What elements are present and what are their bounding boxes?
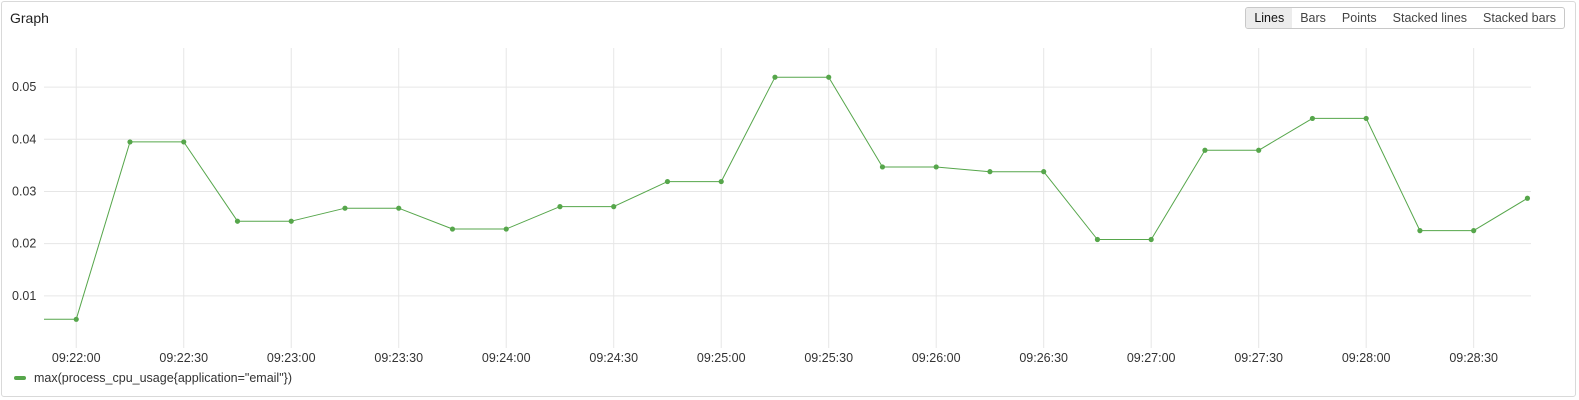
legend-swatch — [14, 376, 26, 380]
data-point — [1525, 196, 1530, 201]
data-point — [1364, 116, 1369, 121]
y-tick-label: 0.01 — [12, 289, 36, 303]
data-point — [1310, 116, 1315, 121]
data-point — [504, 226, 509, 231]
x-tick-label: 09:22:00 — [52, 351, 101, 365]
legend[interactable]: max(process_cpu_usage{application="email… — [14, 371, 292, 385]
data-point — [342, 206, 347, 211]
data-point — [1417, 228, 1422, 233]
data-point — [127, 139, 132, 144]
x-tick-label: 09:24:00 — [482, 351, 531, 365]
data-point — [719, 179, 724, 184]
data-point — [557, 204, 562, 209]
x-tick-label: 09:28:00 — [1342, 351, 1391, 365]
data-point — [880, 164, 885, 169]
data-point — [1202, 148, 1207, 153]
y-tick-label: 0.04 — [12, 132, 36, 146]
data-point — [74, 317, 79, 322]
data-point — [1041, 169, 1046, 174]
data-point — [826, 75, 831, 80]
data-point — [934, 164, 939, 169]
data-point — [1256, 148, 1261, 153]
data-point — [1471, 228, 1476, 233]
data-point — [450, 226, 455, 231]
data-point — [289, 219, 294, 224]
x-tick-label: 09:26:30 — [1019, 351, 1068, 365]
y-tick-label: 0.02 — [12, 237, 36, 251]
x-tick-label: 09:27:00 — [1127, 351, 1176, 365]
x-tick-label: 09:23:00 — [267, 351, 316, 365]
data-point — [772, 75, 777, 80]
data-point — [396, 206, 401, 211]
data-point — [235, 219, 240, 224]
y-tick-label: 0.03 — [12, 184, 36, 198]
x-tick-label: 09:27:30 — [1234, 351, 1283, 365]
x-tick-label: 09:22:30 — [159, 351, 208, 365]
data-point — [1149, 237, 1154, 242]
data-point — [611, 204, 616, 209]
series-line — [44, 77, 1527, 319]
x-tick-label: 09:23:30 — [374, 351, 423, 365]
x-tick-label: 09:24:30 — [589, 351, 638, 365]
x-tick-label: 09:28:30 — [1449, 351, 1498, 365]
data-point — [181, 139, 186, 144]
y-tick-label: 0.05 — [12, 80, 36, 94]
x-tick-label: 09:25:00 — [697, 351, 746, 365]
data-point — [987, 169, 992, 174]
data-point — [1095, 237, 1100, 242]
data-point — [665, 179, 670, 184]
x-tick-label: 09:25:30 — [804, 351, 853, 365]
legend-label: max(process_cpu_usage{application="email… — [34, 371, 292, 385]
x-tick-label: 09:26:00 — [912, 351, 961, 365]
